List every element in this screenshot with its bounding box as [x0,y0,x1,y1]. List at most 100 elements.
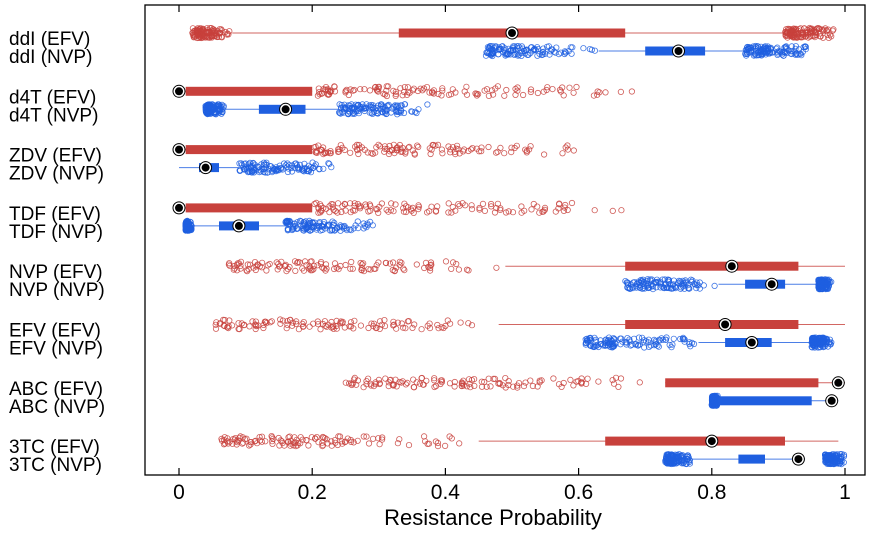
outlier-point [518,203,525,210]
outlier-point [402,208,410,216]
outlier-point [636,282,643,289]
outlier-point [191,32,198,39]
outlier-point [292,222,299,229]
outlier-point [334,148,342,155]
outlier-point [246,442,253,449]
series-zdv-efv [172,141,577,158]
outlier-point [819,280,826,287]
outlier-point [435,325,442,332]
y-labels: ddI (EFV)ddI (NVP) d4T (EFV)d4T (NVP) ZDV … [9,29,105,476]
outlier-point [318,90,325,97]
outlier-point [233,438,240,445]
outlier-point [566,84,573,91]
outlier-point [252,167,259,174]
outlier-point [370,382,377,390]
series-ddi-nvp [482,42,809,60]
outlier-point [686,340,693,348]
outlier-point [431,383,438,391]
outlier-point [568,199,576,207]
outlier-point [446,380,454,387]
outlier-point [561,50,568,58]
outlier-point [607,336,614,343]
outlier-point [337,318,344,325]
outlier-point [313,433,320,441]
outlier-point [328,438,335,445]
outlier-point [383,206,390,213]
outlier-point [319,90,326,97]
outlier-point [710,393,717,401]
outlier-point [542,50,549,57]
outlier-point [640,279,647,286]
outlier-point [503,86,510,94]
outlier-point [801,43,809,50]
median-point [281,105,290,114]
outlier-point [233,267,241,274]
outlier-point [312,435,319,442]
series-nvp-nvp [622,276,835,293]
outlier-point [268,318,275,325]
outlier-point [350,109,357,116]
outlier-point [344,435,351,442]
outlier-point [366,109,373,116]
outlier-point [445,200,452,207]
outlier-point [562,144,569,151]
outlier-point [590,92,598,99]
outlier-point [536,379,543,386]
outlier-point [322,84,330,91]
series-zdv-nvp [179,159,335,176]
outlier-point [591,47,599,54]
outlier-point [354,437,361,444]
outlier-point [345,91,352,99]
outlier-point [321,149,328,156]
median-point [508,29,516,37]
outlier-point [502,374,509,382]
outlier-point [367,266,374,273]
outlier-point [488,203,495,210]
outlier-point [217,105,224,112]
outlier-point [744,43,751,51]
outlier-point [593,342,601,349]
outlier-point [837,458,844,465]
outlier-point [484,50,491,57]
y-label-tdf-nvp: TDF (NVP) [9,222,103,243]
outlier-point [544,84,551,91]
outlier-point [306,227,314,234]
y-label-ddi-nvp: ddI (NVP) [9,47,92,68]
outlier-point [420,381,427,388]
outlier-point [383,83,390,90]
outlier-point [519,91,527,99]
outlier-point [663,284,671,291]
outlier-point [209,103,216,111]
y-label-abc-efv: ABC (EFV) [9,379,103,400]
outlier-point [342,379,349,386]
series-abc-efv [342,374,845,391]
outlier-point [534,203,541,210]
outlier-point [631,279,638,286]
outlier-point [527,49,534,57]
outlier-point [309,267,316,274]
outlier-point [330,222,337,229]
outlier-point [340,223,347,230]
outlier-point [376,143,383,150]
outlier-point [463,266,471,273]
outlier-point [559,84,566,91]
outlier-point [351,317,358,324]
outlier-point [366,207,374,214]
outlier-point [778,49,786,56]
outlier-point [217,320,224,327]
outlier-point [515,51,523,59]
outlier-point [310,320,317,327]
outlier-point [455,201,462,208]
outlier-point [221,322,228,330]
outlier-point [768,49,775,56]
outlier-point [540,48,547,55]
outlier-point [340,109,347,116]
outlier-point [237,265,244,272]
outlier-point [680,336,687,343]
outlier-point [431,377,438,384]
outlier-point [819,276,826,283]
outlier-point [456,150,463,157]
outlier-point [202,104,209,111]
outlier-point [293,225,300,232]
outlier-point [445,91,453,99]
